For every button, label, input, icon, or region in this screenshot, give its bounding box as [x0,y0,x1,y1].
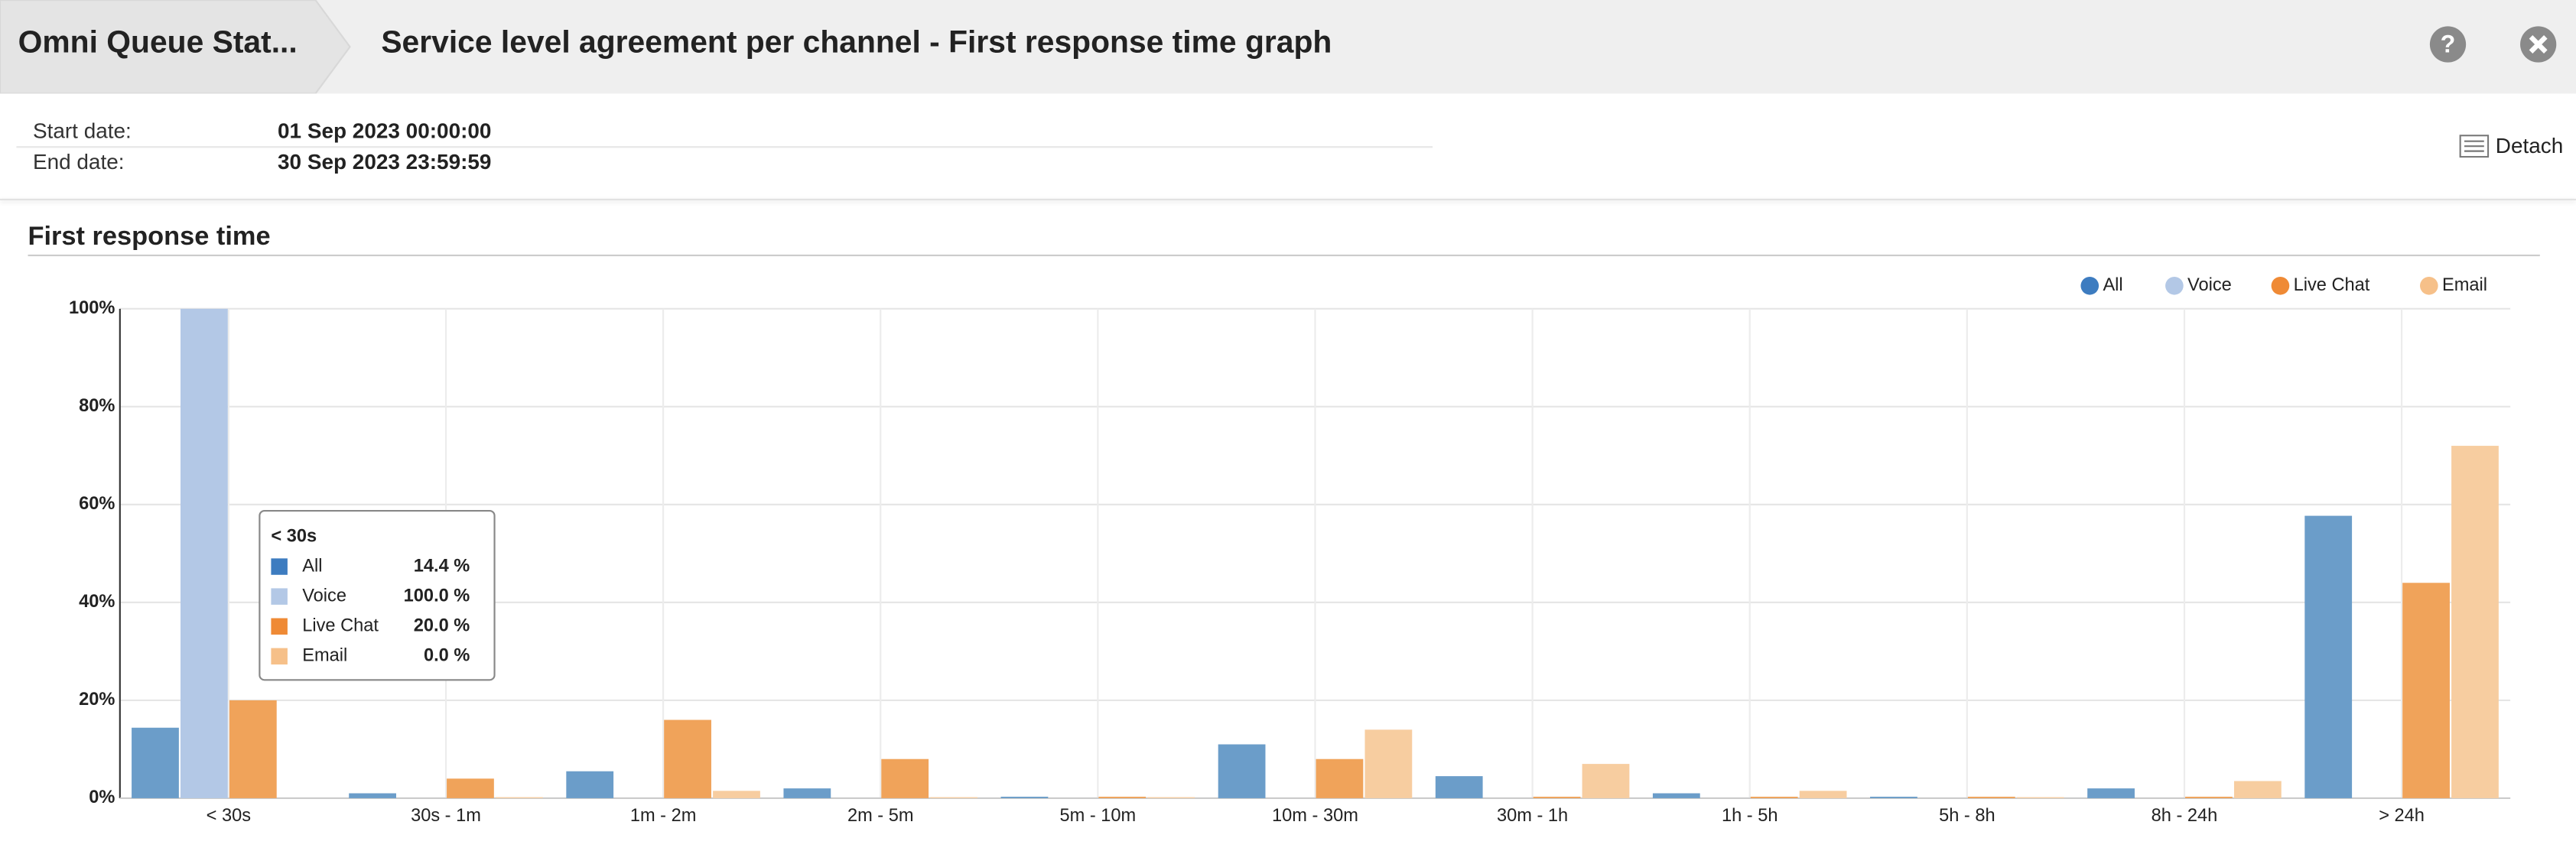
bar [1218,744,1266,798]
y-tick-label: 0% [89,788,115,807]
bar [1799,791,1847,798]
x-tick-label: 10m - 30m [1272,806,1358,826]
help-button[interactable]: ? [2428,24,2468,64]
legend-label: All [2103,275,2122,295]
tooltip-series: Email [302,646,347,666]
close-button[interactable] [2519,24,2558,64]
bar [495,797,543,798]
bar [2185,797,2233,798]
page-title: Service level agreement per channel - Fi… [381,26,1332,61]
bar [1000,797,1049,798]
legend-label: Email [2442,275,2487,295]
y-tick-label: 20% [79,690,115,710]
detach-icon[interactable] [2459,135,2490,158]
divider [16,146,1433,148]
bar [1533,797,1581,798]
tooltip-series: Voice [302,586,346,606]
filter-value: 30 Sep 2023 23:59:59 [278,149,492,174]
tooltip-swatch [271,618,288,635]
svg-text:?: ? [2441,31,2456,58]
tooltip-swatch [271,648,288,665]
tooltip-series: All [302,556,322,576]
section-title: First response time [28,223,271,252]
bar [132,727,179,798]
y-tick-label: 60% [79,494,115,514]
legend-item[interactable]: Voice [2165,275,2232,295]
bar [1967,797,2015,798]
legend-swatch [2420,276,2438,295]
filter-value: 01 Sep 2023 00:00:00 [278,118,492,143]
x-tick-label: 30s - 1m [411,806,481,826]
bar [783,788,831,798]
legend-label: Voice [2187,275,2232,295]
bar [349,793,396,798]
bar [1364,729,1413,798]
tooltip-value: 14.4 % [414,556,470,576]
bar [930,797,978,798]
legend-item[interactable]: Live Chat [2271,275,2370,295]
breadcrumb[interactable]: Omni Queue Stat... [18,26,298,61]
bar [447,778,494,798]
bar [2304,515,2353,798]
tooltip-value: 0.0 % [424,646,470,666]
bar [2451,446,2499,798]
bar [1435,776,1483,798]
bar [229,700,277,798]
x-tick-label: 30m - 1h [1497,806,1568,826]
bar [1652,793,1700,798]
x-tick-label: 5h - 8h [1939,806,1995,826]
bar [1316,758,1364,798]
legend-item[interactable]: All [2080,275,2123,295]
x-tick-label: 1m - 2m [630,806,697,826]
legend-swatch [2080,276,2100,295]
breadcrumb-shape [0,0,351,94]
bar [713,791,760,798]
tooltip-swatch [271,558,288,575]
x-tick-label: < 30s [207,806,251,826]
section-rule [28,254,2540,257]
bar [1582,764,1630,798]
header-bar [0,0,2576,94]
y-tick-label: 100% [69,298,115,318]
legend-swatch [2165,276,2184,295]
filter-label: End date: [32,149,125,174]
bar [1098,797,1147,798]
bar [2016,797,2064,798]
x-tick-label: 8h - 24h [2152,806,2218,826]
tooltip-value: 20.0 % [414,616,470,635]
tooltip-swatch [271,588,288,605]
chart: 0% 20% 40% 60% 80% 100% < 30s 30s - 1m 1m - 2m 2m… [69,275,2511,826]
bar [2087,788,2135,798]
tooltip-value: 100.0 % [404,586,470,606]
bar [881,758,929,798]
legend-item[interactable]: Email [2420,275,2487,295]
divider [0,198,2576,201]
detach-button[interactable]: Detach [2495,132,2564,158]
legend-label: Live Chat [2294,275,2370,295]
legend-swatch [2271,276,2290,295]
tooltip-box [259,509,496,681]
bar [181,308,228,798]
x-tick-label: 2m - 5m [847,806,914,826]
bar [1147,797,1195,798]
x-tick-label: 5m - 10m [1059,806,1136,826]
x-tick-label: 1h - 5h [1722,806,1778,826]
bar [1870,797,1917,798]
tooltip-title: < 30s [271,527,317,547]
bar [664,719,711,798]
y-tick-label: 80% [79,396,115,416]
bar [566,771,614,798]
y-tick-label: 40% [79,592,115,612]
tooltip: < 30s All 14.4 % Voice 100.0 % Live Chat 20.0 … [259,509,496,681]
bar [2402,583,2450,798]
filter-label: Start date: [32,118,132,143]
tooltip-series: Live Chat [302,616,379,635]
bar [1750,797,1798,798]
bar [2233,781,2282,798]
x-tick-label: > 24h [2379,806,2425,826]
